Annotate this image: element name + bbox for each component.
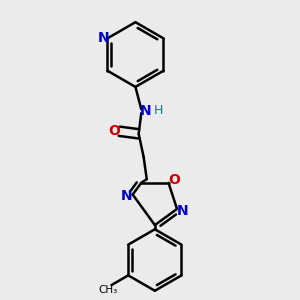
Text: N: N [98, 32, 109, 45]
Text: N: N [121, 189, 133, 203]
Text: CH₃: CH₃ [98, 285, 117, 295]
Text: H: H [154, 104, 164, 117]
Text: N: N [177, 204, 189, 218]
Text: N: N [139, 104, 151, 118]
Text: O: O [168, 173, 180, 187]
Text: O: O [108, 124, 120, 138]
